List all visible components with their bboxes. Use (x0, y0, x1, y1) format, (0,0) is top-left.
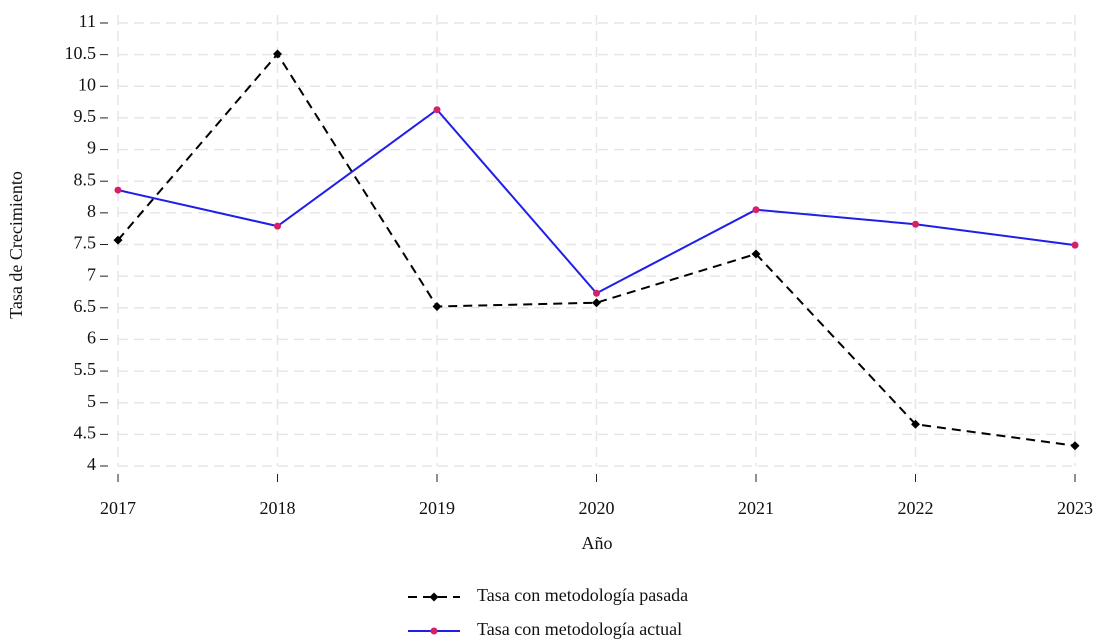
x-axis-label: Año (582, 533, 613, 553)
legend-label: Tasa con metodología actual (477, 619, 682, 639)
y-tick-label: 9.5 (74, 106, 97, 126)
y-tick-label: 10 (78, 74, 96, 94)
y-tick-label: 11 (79, 11, 96, 31)
y-tick-label: 6 (87, 328, 96, 348)
x-tick-label: 2018 (260, 498, 296, 518)
point (273, 49, 282, 59)
point (593, 289, 600, 297)
y-tick-label: 10.5 (65, 43, 97, 63)
y-tick-label: 8.5 (74, 169, 97, 189)
y-tick-label: 4.5 (74, 422, 97, 442)
x-tick-label: 2022 (898, 498, 934, 518)
y-axis-label: Tasa de Crecimiento (6, 171, 26, 319)
point (274, 222, 281, 230)
y-tick-label: 7 (87, 264, 96, 284)
x-tick-label: 2020 (579, 498, 615, 518)
y-tick-label: 9 (87, 138, 96, 158)
y-tick-label: 8 (87, 201, 96, 221)
legend-marker (429, 592, 439, 602)
x-tick-label: 2017 (100, 498, 136, 518)
point (911, 419, 920, 429)
x-tick-label: 2023 (1057, 498, 1093, 518)
point (752, 206, 760, 214)
point (912, 220, 919, 228)
legend-marker (430, 627, 438, 635)
point (592, 298, 601, 308)
y-tick-label: 5.5 (74, 359, 97, 379)
point (433, 106, 441, 114)
point (114, 186, 122, 194)
y-tick-label: 4 (87, 454, 96, 474)
y-tick-label: 5 (87, 391, 96, 411)
y-tick-label: 6.5 (74, 296, 97, 316)
x-tick-label: 2019 (419, 498, 455, 518)
point (113, 235, 123, 245)
x-tick-label: 2021 (738, 498, 774, 518)
point (432, 302, 442, 312)
y-tick-label: 7.5 (74, 233, 97, 253)
legend-label: Tasa con metodología pasada (477, 585, 688, 605)
point (751, 249, 761, 259)
series-line (117, 108, 1076, 295)
point (1071, 241, 1079, 249)
point (1070, 441, 1080, 451)
